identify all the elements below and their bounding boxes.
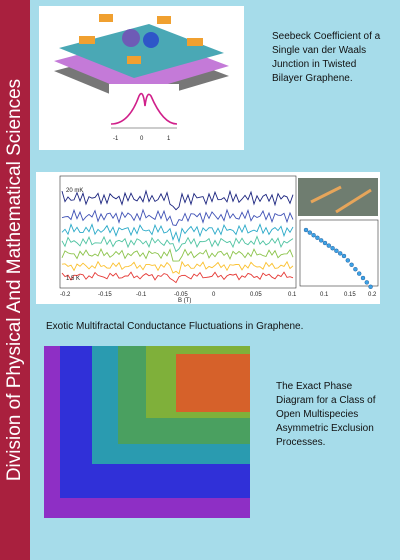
inset-point	[326, 243, 331, 248]
inset-point	[319, 238, 324, 243]
sidebar-band: Division of Physical And Mathematical Sc…	[0, 0, 30, 560]
x-tick-label: -0.1	[136, 292, 147, 298]
inset-point	[330, 245, 335, 251]
inset-point	[368, 284, 373, 290]
feature-caption-1: Seebeck Coefficient of a Single van der …	[272, 31, 381, 84]
seebeck-tick-left: -1	[113, 136, 119, 142]
inset-point	[341, 253, 347, 259]
conductance-trace-2	[61, 223, 294, 244]
conductance-trace-3	[61, 235, 294, 253]
inset-x-tick-label: 0.15	[344, 292, 356, 298]
conductance-trace-1	[61, 208, 294, 226]
conductance-trace-6	[61, 271, 294, 284]
inset-point	[345, 258, 350, 263]
figure-phase-diagram[interactable]	[44, 346, 250, 518]
inset-x-tick-label: 0.1	[320, 292, 329, 298]
inset-point	[357, 271, 362, 276]
inset-point	[349, 262, 354, 268]
inset-point	[334, 248, 339, 254]
inset-point	[311, 233, 316, 238]
x-tick-label: -0.15	[98, 292, 112, 298]
feature-caption-3: The Exact Phase Diagram for a Class of O…	[276, 381, 376, 448]
label-top: 20 mK	[66, 188, 83, 194]
x-tick-label: -0.2	[60, 292, 71, 298]
x-axis-label: B (T)	[178, 298, 191, 304]
seebeck-tick-mid: 0	[140, 136, 144, 142]
inset-point	[338, 251, 343, 256]
inset-point	[353, 266, 358, 272]
conductance-plot: 20 mK 1.5 K -0.2 -0.15 -0.1 -0.05 0 0.05 0.1 B…	[59, 175, 379, 304]
feature-caption-2: Exotic Multifractal Conductance Fluctuat…	[46, 321, 304, 332]
seebeck-tick-right: 1	[167, 136, 171, 142]
inset-point	[315, 235, 320, 241]
phase-diagram	[44, 346, 250, 518]
x-tick-label: 0.1	[288, 292, 297, 298]
inset-point	[322, 240, 328, 246]
figure-conductance[interactable]: 20 mK 1.5 K -0.2 -0.15 -0.1 -0.05 0 0.05 0.1 B…	[36, 172, 380, 304]
conductance-trace-5	[61, 260, 294, 275]
seebeck-illustration: -1 0 1	[54, 14, 229, 142]
inset-x-tick-label: 0.2	[368, 292, 377, 298]
x-tick-label: -0.05	[174, 292, 188, 298]
conductance-trace-4	[61, 247, 294, 262]
inset-point	[364, 280, 369, 285]
figure-seebeck[interactable]: -1 0 1	[39, 6, 244, 150]
label-bottom: 1.5 K	[66, 276, 80, 282]
division-title: Division of Physical And Mathematical Sc…	[4, 78, 25, 482]
inset-point	[303, 227, 309, 233]
inset-point	[360, 275, 366, 281]
x-tick-label: 0	[212, 292, 216, 298]
x-tick-label: 0.05	[250, 292, 262, 298]
conductance-trace-0	[61, 189, 294, 211]
inset-point	[307, 230, 312, 235]
